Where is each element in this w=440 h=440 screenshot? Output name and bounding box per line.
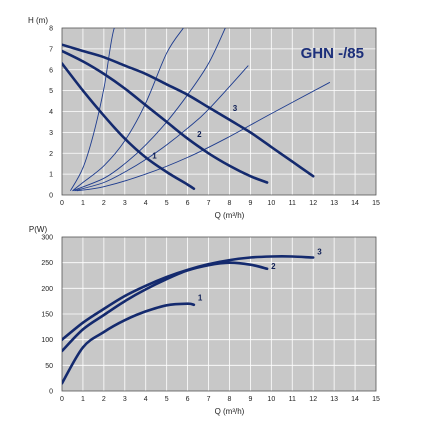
bottom-x-tick-label: 0	[60, 396, 64, 403]
top-x-tick-label: 2	[102, 200, 106, 207]
top-x-tick-label: 13	[330, 200, 338, 207]
bottom-series-3-label: 3	[317, 248, 322, 257]
top-series-1-line	[62, 62, 196, 190]
top-series-2-line	[62, 49, 269, 184]
top-x-axis-title: Q (m³/h)	[215, 211, 245, 220]
bottom-curves	[62, 255, 315, 385]
top-y-axis-title: H (m)	[28, 16, 48, 25]
top-plot-frame	[61, 27, 377, 196]
top-x-tick-label: 3	[123, 200, 127, 207]
bottom-y-tick-label: 250	[41, 260, 53, 267]
bottom-chart: 0 1 2 3 4 5 6 7 8 9 10 11 12 13 14 15050100150200250300…	[29, 225, 380, 416]
top-series-3-line	[62, 43, 315, 178]
bottom-y-tick-label: 50	[45, 363, 53, 370]
top-y-tick-label: 0	[49, 193, 53, 200]
bottom-plot-frame	[61, 236, 377, 392]
bottom-series-3-line	[62, 255, 315, 341]
top-y-tick-label: 4	[49, 109, 53, 116]
top-x-tick-label: 12	[309, 200, 317, 207]
bottom-x-tick-label: 11	[289, 396, 296, 403]
top-x-tick-label: 0	[60, 200, 64, 207]
top-x-tick-label: 5	[165, 200, 169, 207]
top-x-tick-label: 4	[144, 200, 148, 207]
top-y-tick-label: 7	[49, 46, 53, 53]
bottom-x-tick-label: 3	[123, 396, 127, 403]
top-chart-title: GHN -/85	[301, 45, 364, 62]
bottom-x-tick-label: 5	[165, 396, 169, 403]
top-x-tick-label: 14	[351, 200, 359, 207]
bottom-x-axis-title: Q (m³/h)	[215, 407, 245, 416]
top-curves	[62, 28, 331, 192]
bottom-x-tick-label: 9	[248, 396, 252, 403]
bottom-series-1-line	[62, 302, 196, 385]
top-system-curve-2	[72, 28, 184, 192]
top-y-tick-label: 5	[49, 88, 53, 95]
bottom-x-tick-label: 1	[81, 396, 85, 403]
top-series-1-label: 1	[152, 152, 157, 161]
top-x-tick-label: 6	[186, 200, 190, 207]
bottom-y-tick-label: 100	[41, 337, 53, 344]
top-series-3-label: 3	[233, 104, 238, 113]
bottom-y-tick-label: 200	[41, 286, 53, 293]
bottom-x-tick-label: 15	[372, 396, 380, 403]
bottom-y-tick-label: 0	[49, 389, 53, 396]
bottom-x-tick-label: 7	[207, 396, 211, 403]
bottom-series-2-line	[62, 261, 269, 353]
top-system-curve-4	[74, 65, 249, 192]
bottom-y-tick-label: 300	[41, 235, 53, 242]
top-y-tick-label: 8	[49, 26, 53, 33]
top-x-tick-label: 10	[267, 200, 275, 207]
top-x-tick-label: 15	[372, 200, 380, 207]
top-y-tick-label: 3	[49, 130, 53, 137]
top-y-tick-label: 2	[49, 151, 53, 158]
bottom-x-tick-label: 12	[309, 396, 317, 403]
top-system-curve-1	[70, 28, 126, 192]
top-x-tick-label: 11	[289, 200, 296, 207]
bottom-series-2-label: 2	[271, 262, 276, 271]
top-x-tick-label: 7	[207, 200, 211, 207]
bottom-x-tick-label: 10	[267, 396, 275, 403]
bottom-x-tick-label: 2	[102, 396, 106, 403]
top-x-tick-label: 1	[81, 200, 85, 207]
bottom-y-tick-label: 150	[41, 312, 53, 319]
bottom-series-1-label: 1	[198, 294, 203, 303]
top-series-2-label: 2	[197, 130, 202, 139]
top-system-curve-3	[72, 28, 226, 192]
bottom-x-tick-label: 4	[144, 396, 148, 403]
bottom-x-tick-label: 6	[186, 396, 190, 403]
bottom-x-tick-label: 8	[228, 396, 232, 403]
top-system-curve-5	[76, 81, 331, 192]
top-y-tick-label: 6	[49, 67, 53, 74]
bottom-x-tick-label: 13	[330, 396, 338, 403]
top-y-tick-label: 1	[49, 172, 53, 179]
bottom-y-axis-title: P(W)	[29, 225, 48, 234]
bottom-x-tick-label: 14	[351, 396, 359, 403]
top-x-tick-label: 9	[248, 200, 252, 207]
top-x-tick-label: 8	[228, 200, 232, 207]
